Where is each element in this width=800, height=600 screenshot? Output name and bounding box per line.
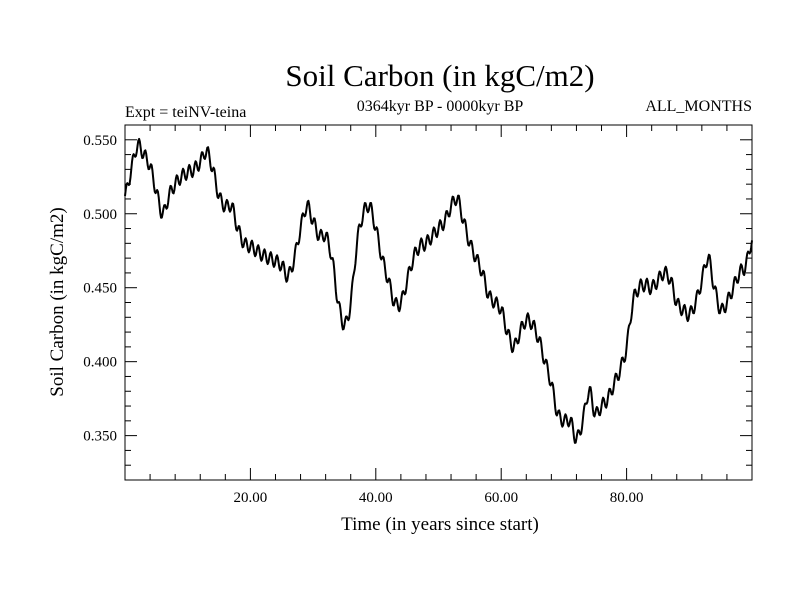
- x-tick-label: 60.00: [484, 490, 518, 506]
- chart-title: Soil Carbon (in kgC/m2): [285, 58, 594, 93]
- soil-carbon-line: [124, 137, 753, 444]
- y-tick-label: 0.350: [83, 429, 117, 445]
- x-tick-label: 40.00: [359, 490, 393, 506]
- time-range-label: 0364kyr BP - 0000kyr BP: [357, 98, 524, 115]
- data-series: [124, 137, 753, 444]
- months-label: ALL_MONTHS: [645, 98, 752, 115]
- y-tick-label: 0.400: [83, 355, 117, 371]
- y-tick-label: 0.500: [83, 207, 117, 223]
- y-tick-label: 0.450: [83, 281, 117, 297]
- y-axis-label: Soil Carbon (in kgC/m2): [47, 207, 68, 396]
- y-tick-label: 0.550: [83, 133, 117, 149]
- x-axis-label: Time (in years since start): [341, 514, 539, 535]
- axis-ticks: 0.350 0.400 0.450 0.500 0.550 20.00 40.00 60.00…: [83, 125, 752, 506]
- plot-frame: [124, 124, 753, 481]
- x-tick-label: 20.00: [234, 490, 268, 506]
- x-tick-label: 80.00: [610, 490, 644, 506]
- experiment-label: Expt = teiNV-teina: [125, 104, 246, 121]
